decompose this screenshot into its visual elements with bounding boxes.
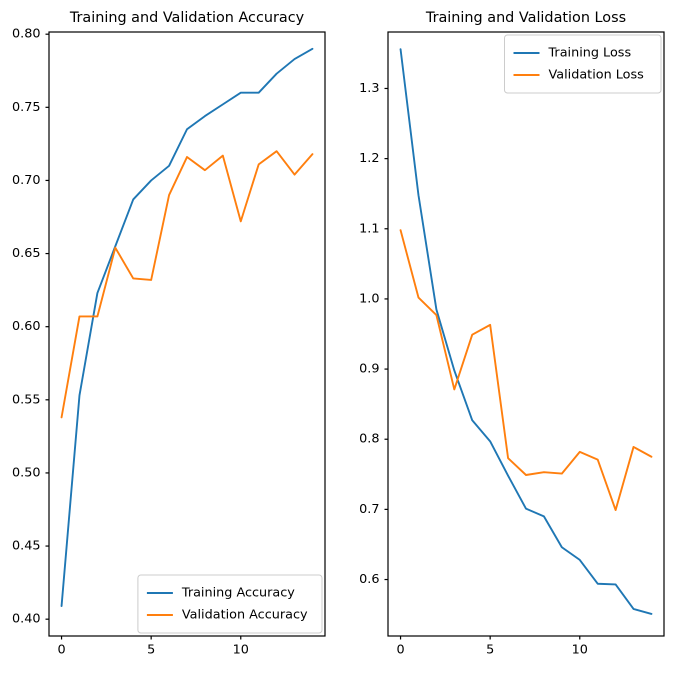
y-tick-label: 0.75 — [12, 100, 41, 115]
y-tick-label: 0.9 — [359, 362, 379, 377]
y-tick-label: 1.0 — [359, 291, 379, 306]
series-line-training-loss — [399, 48, 653, 615]
y-tick-label: 0.80 — [12, 27, 41, 42]
x-tick-label: 0 — [57, 642, 65, 657]
y-tick-label: 0.6 — [359, 572, 379, 587]
legend-box — [137, 574, 323, 634]
y-tick-label: 0.70 — [12, 173, 41, 188]
x-tick-label: 5 — [147, 642, 155, 657]
y-tick-label: 1.3 — [359, 81, 379, 96]
series-line-validation-loss — [399, 229, 653, 512]
y-tick-label: 0.7 — [359, 502, 379, 517]
legend-label: Training Accuracy — [181, 586, 295, 601]
accuracy-chart-svg: Training and Validation Accuracy 0.40 0.45… — [12, 10, 326, 657]
series-line-validation-accuracy — [60, 150, 314, 419]
x-tick-label: 0 — [396, 642, 404, 657]
y-tick-label: 0.65 — [12, 246, 41, 261]
legend: Training Loss Validation Loss — [504, 34, 662, 94]
plot-area — [60, 47, 314, 607]
y-tick-label: 1.1 — [359, 221, 379, 236]
x-tick-label: 5 — [486, 642, 494, 657]
y-tick-label: 0.50 — [12, 465, 41, 480]
series-line-training-accuracy — [60, 47, 314, 607]
chart-title: Training and Validation Accuracy — [69, 10, 305, 26]
y-tick-label: 0.8 — [359, 432, 379, 447]
loss-panel: Training and Validation Loss 0.6 0.7 0.8 0.9… — [340, 0, 680, 682]
y-tick-label: 0.40 — [12, 612, 41, 627]
legend-box — [504, 34, 662, 94]
x-tick-label: 10 — [233, 642, 249, 657]
plot-area — [399, 48, 653, 615]
y-tick-label: 1.2 — [359, 151, 379, 166]
legend-label: Validation Loss — [549, 68, 645, 83]
y-tick-label: 0.45 — [12, 539, 41, 554]
legend: Training Accuracy Validation Accuracy — [137, 574, 323, 634]
chart-title: Training and Validation Loss — [425, 10, 626, 26]
y-tick-label: 0.60 — [12, 319, 41, 334]
x-tick-label: 10 — [572, 642, 588, 657]
legend-label: Validation Accuracy — [182, 608, 308, 623]
axes-frame — [387, 31, 665, 637]
y-tick-label: 0.55 — [12, 392, 41, 407]
legend-label: Training Loss — [548, 46, 632, 61]
accuracy-panel: Training and Validation Accuracy 0.40 0.45… — [12, 10, 326, 657]
axes-frame — [48, 31, 326, 637]
loss-chart-svg: Training and Validation Loss 0.6 0.7 0.8 0.9… — [359, 10, 665, 657]
